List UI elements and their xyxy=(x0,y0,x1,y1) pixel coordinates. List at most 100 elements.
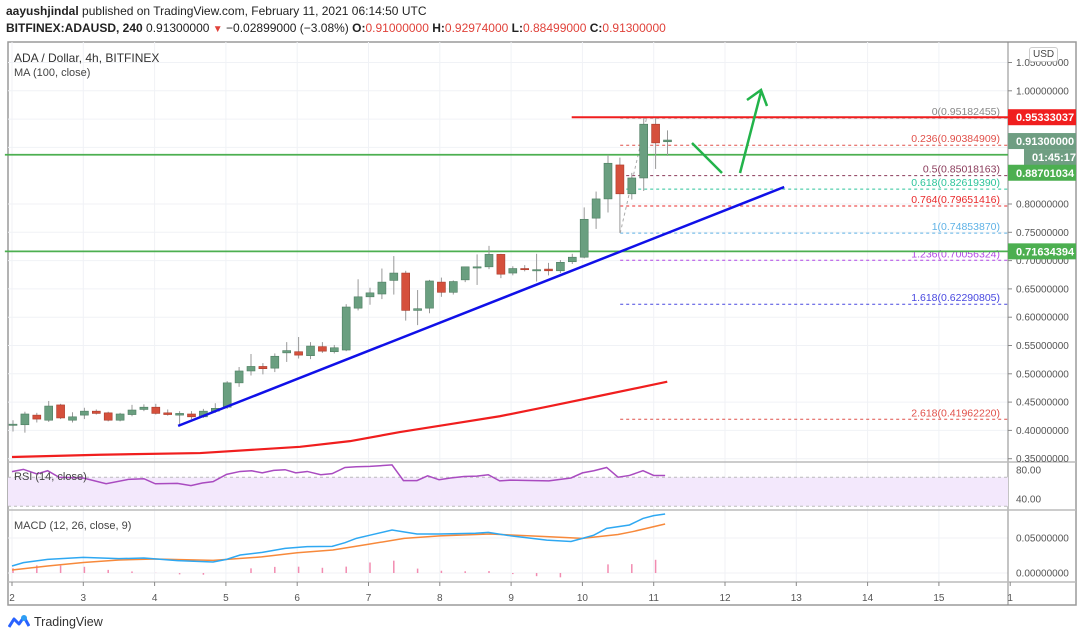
time-tick-label: 8 xyxy=(437,593,443,604)
candle-up xyxy=(282,350,292,354)
candle-up xyxy=(472,266,482,269)
rsi-band xyxy=(8,477,1008,507)
last-price-tag xyxy=(1008,133,1076,150)
fib-level-label: 0.5(0.85018163) xyxy=(923,164,1000,176)
candle-down xyxy=(544,268,553,272)
candle-up xyxy=(556,261,565,272)
support-upper-price-tag xyxy=(1008,164,1076,181)
candle-up xyxy=(567,256,577,263)
candle-down xyxy=(32,414,42,420)
price-tick-label: 0.45000000 xyxy=(1016,398,1069,409)
rsi-line xyxy=(11,464,666,487)
time-tick-label: 14 xyxy=(862,593,874,604)
ma100-line xyxy=(11,380,668,459)
candle-up xyxy=(329,347,339,353)
macd-line xyxy=(11,513,666,567)
resistance-price-tag xyxy=(1008,109,1076,126)
time-tick-label: 11 xyxy=(649,593,660,604)
candle-up xyxy=(460,266,470,281)
macd-tick-label: 0.05000000 xyxy=(1016,534,1069,545)
high-value: 0.92974000 xyxy=(444,21,509,35)
candle-up xyxy=(413,308,422,311)
price-tick-label: 0.75000000 xyxy=(1016,228,1069,239)
symbol-info: BITFINEX:ADAUSD, 240 0.91300000 ▼ −0.028… xyxy=(6,21,666,35)
down-arrow-icon: ▼ xyxy=(212,24,223,35)
price-tick-label: 0.80000000 xyxy=(1016,200,1069,211)
fib-level-label: 2.618(0.41962220) xyxy=(911,407,1000,419)
price-tick-label: 0.55000000 xyxy=(1016,341,1069,352)
drawing-line xyxy=(691,142,723,174)
candle-down xyxy=(520,268,530,271)
open-value: 0.91000000 xyxy=(365,21,429,35)
candle-up xyxy=(44,405,54,421)
candle-down xyxy=(56,404,65,419)
candle-up xyxy=(127,409,137,415)
tradingview-logo-icon xyxy=(8,615,30,628)
candle-up xyxy=(591,198,601,219)
candle-up xyxy=(341,306,351,351)
macd-tick-label: 0.00000000 xyxy=(1016,569,1069,580)
time-tick-label: 6 xyxy=(294,593,300,604)
close-value: 0.91300000 xyxy=(602,21,666,35)
candle-up xyxy=(365,292,375,298)
time-tick-label: 5 xyxy=(223,593,229,604)
time-tick-label: 7 xyxy=(366,593,372,604)
rsi-tick-label: 80.00 xyxy=(1016,466,1041,477)
candle-down xyxy=(187,413,196,418)
fib-level-label: 0.618(0.82619390) xyxy=(911,177,1000,189)
resistance-price-tag-text: 0.95333037 xyxy=(1016,112,1074,124)
candle-up xyxy=(532,269,541,272)
candle-up xyxy=(389,272,399,281)
low-label: L: xyxy=(511,21,523,35)
chart-frame xyxy=(7,41,1077,606)
open-label: O: xyxy=(352,21,366,35)
candle-up xyxy=(353,296,363,309)
candle-up xyxy=(508,268,518,274)
price-tick-label: 0.70000000 xyxy=(1016,256,1069,267)
up-arrow-icon xyxy=(746,88,769,107)
chart-title: ADA / Dollar, 4h, BITFINEX xyxy=(14,51,160,65)
candle-up xyxy=(639,123,649,179)
high-label: H: xyxy=(432,21,445,35)
fib-level-label: 1.618(0.62290805) xyxy=(911,292,1000,304)
bar-countdown-tag xyxy=(1024,149,1076,166)
candle-down xyxy=(651,123,660,144)
price-tick-label: 0.35000000 xyxy=(1016,454,1069,465)
author-link[interactable]: aayushjindal xyxy=(6,4,79,18)
low-value: 0.88499000 xyxy=(522,21,587,35)
candle-up xyxy=(579,218,589,258)
macd-legend[interactable]: MACD (12, 26, close, 9) xyxy=(14,520,132,532)
tradingview-logo[interactable]: TradingView xyxy=(8,614,103,630)
candle-up xyxy=(663,139,672,143)
support-upper-price-tag-text: 0.88701034 xyxy=(1016,168,1075,180)
time-tick-label: 3 xyxy=(81,593,87,604)
candle-up xyxy=(448,281,458,293)
fib-level-label: 1(0.74853870) xyxy=(932,221,1000,233)
rsi-legend[interactable]: RSI (14, close) xyxy=(14,471,87,483)
candle-down xyxy=(496,254,506,275)
time-tick-label: 13 xyxy=(791,593,803,604)
candle-down xyxy=(615,164,625,195)
candle-down xyxy=(151,406,161,414)
time-tick-label: 9 xyxy=(508,593,514,604)
publish-info: aayushjindal published on TradingView.co… xyxy=(6,4,426,18)
candle-up xyxy=(20,413,30,426)
price-tick-label: 1.00000000 xyxy=(1016,86,1069,97)
fib-level-label: 1.236(0.70056324) xyxy=(911,248,1000,260)
candle-down xyxy=(401,272,411,311)
candle-down xyxy=(92,410,101,414)
ma-legend[interactable]: MA (100, close) xyxy=(14,67,91,79)
price-tick-label: 1.05000000 xyxy=(1016,58,1069,69)
publish-text: published on TradingView.com, February 1… xyxy=(82,4,427,18)
price-tick-label: 0.50000000 xyxy=(1016,369,1069,380)
candle-up xyxy=(246,366,256,372)
candle-up xyxy=(139,406,149,410)
candle-down xyxy=(258,366,268,370)
currency-button[interactable]: USD xyxy=(1029,47,1059,62)
macd-signal-line xyxy=(11,523,666,571)
candle-up xyxy=(115,413,125,421)
candle-down xyxy=(163,412,172,415)
candle-down xyxy=(437,281,446,293)
time-tick-label: 2 xyxy=(9,593,15,604)
